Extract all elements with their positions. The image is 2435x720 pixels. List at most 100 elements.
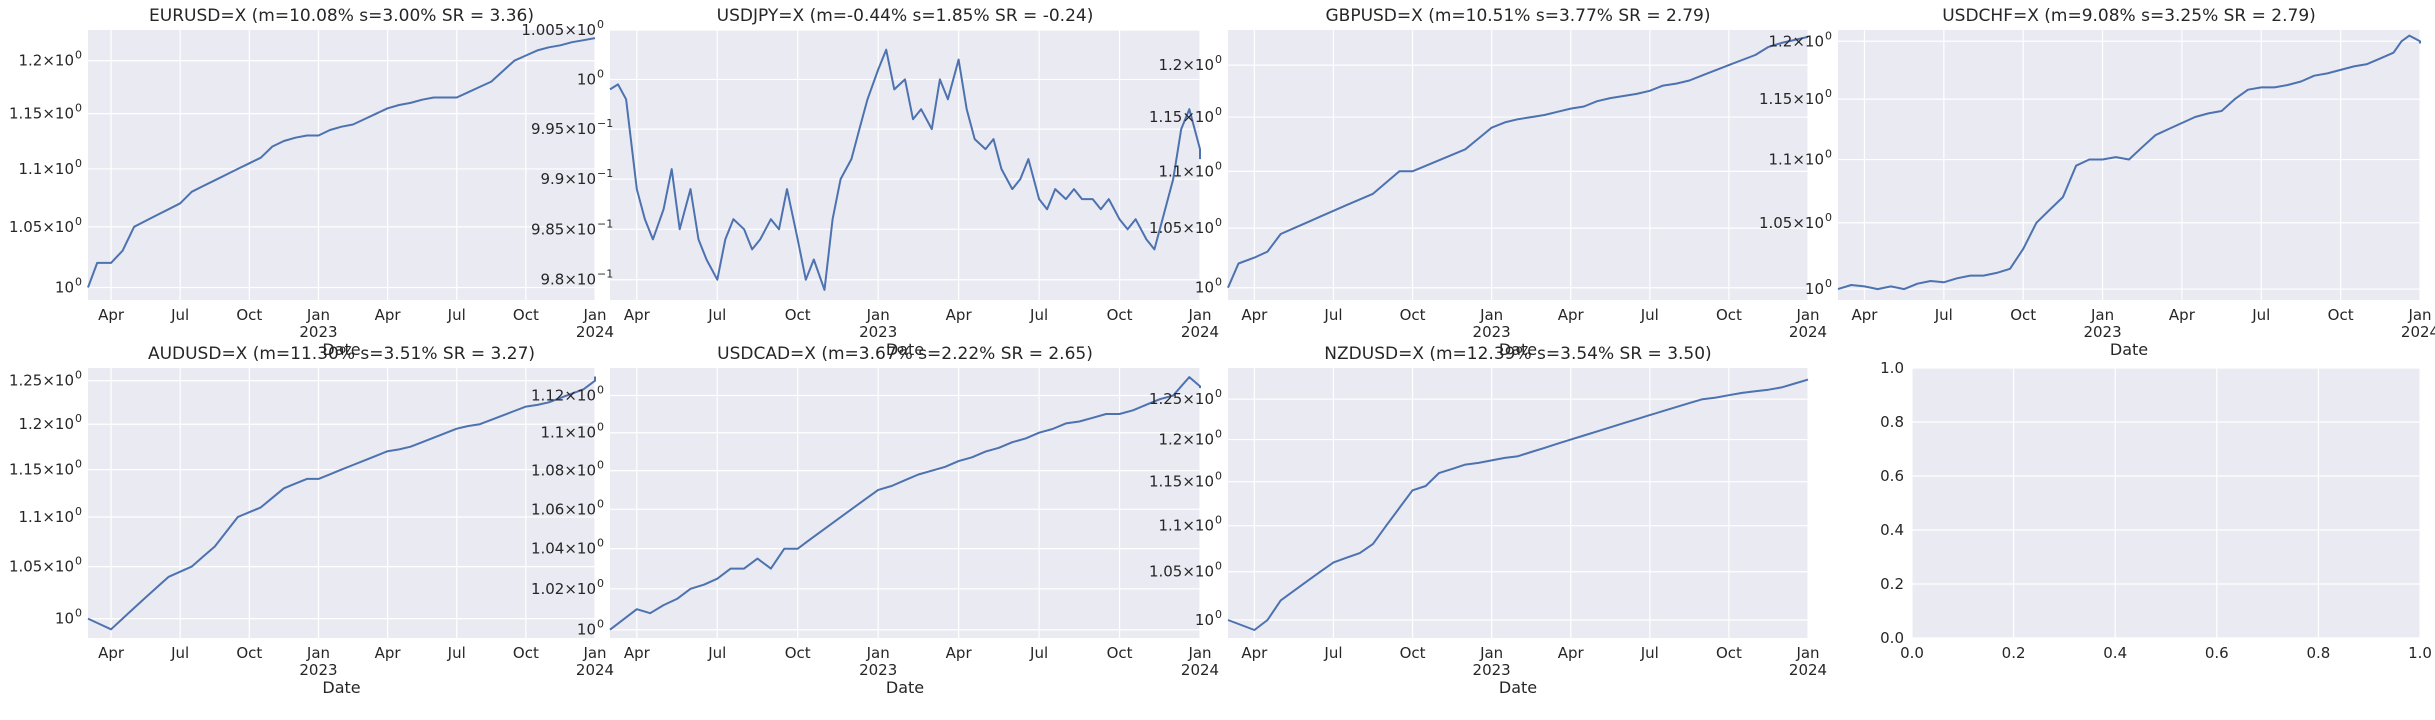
- x-tick-label: 0.4: [2103, 644, 2127, 662]
- plot-area: [610, 368, 1200, 638]
- y-tick-label: 10: [55, 610, 74, 628]
- y-tick-label: 1.04×10: [531, 540, 596, 558]
- y-tick-exponent: 0: [75, 412, 82, 425]
- x-tick-label: Jan: [582, 644, 606, 662]
- chart-panel-6: 10 01.02×10 01.04×10 01.06×10 01.08×10 01.1×1…: [531, 344, 1219, 697]
- x-tick-label: Jan: [866, 644, 890, 662]
- x-tick-label: Jan: [306, 306, 330, 324]
- series-line: [609, 48, 1201, 291]
- chart-panel-5: 10 01.05×10 01.1×10 01.15×10 01.2×10 01.25×10…: [9, 344, 614, 697]
- y-tick-exponent: 0: [597, 421, 604, 434]
- x-tick-label: Jan: [2407, 306, 2431, 324]
- y-tick-exponent: 0: [1215, 276, 1222, 289]
- y-tick-label: 1.15×10: [9, 105, 74, 123]
- y-tick-exponent: 0: [597, 459, 604, 472]
- x-tick-label: Apr: [98, 644, 125, 662]
- y-tick-label: 9.9×10: [540, 170, 596, 188]
- y-tick-label: 1.12×10: [531, 386, 596, 404]
- x-tick-label: Jul: [707, 644, 726, 662]
- x-axis-label: Date: [1499, 678, 1537, 697]
- y-tick-label: 9.95×10: [531, 120, 596, 138]
- series-line: [1227, 378, 1809, 631]
- y-tick-exponent: 0: [597, 537, 604, 550]
- y-tick-exponent: 0: [597, 497, 604, 510]
- y-tick-label: 1.25×10: [1149, 390, 1214, 408]
- y-tick-exponent: 0: [1215, 53, 1222, 66]
- x-tick-label: Apr: [98, 306, 125, 324]
- y-tick-label: 1.2×10: [1768, 32, 1824, 50]
- y-tick-label: 1.1×10: [540, 424, 596, 442]
- x-tick-label: 1.0: [2408, 644, 2432, 662]
- y-tick-label: 1.06×10: [531, 500, 596, 518]
- x-tick-label: Oct: [513, 644, 539, 662]
- y-tick-label: 0.0: [1880, 629, 1904, 647]
- x-tick-label: Jul: [1029, 644, 1048, 662]
- x-tick-label: Jan: [2090, 306, 2114, 324]
- plot-area: [610, 30, 1200, 300]
- y-tick-label: 1.2×10: [1158, 431, 1214, 449]
- chart-title: NZDUSD=X (m=12.39% s=3.54% SR = 3.50): [1324, 344, 1711, 364]
- x-tick-year-label: 2023: [859, 661, 897, 679]
- y-tick-label: 1.08×10: [531, 462, 596, 480]
- y-tick-label: 10: [577, 621, 596, 639]
- y-tick-exponent: 0: [597, 618, 604, 631]
- y-tick-label: 9.85×10: [531, 220, 596, 238]
- x-tick-year-label: 2023: [859, 323, 897, 341]
- y-tick-label: 0.4: [1880, 521, 1904, 539]
- y-tick-exponent: 0: [75, 275, 82, 288]
- x-tick-label: Jan: [582, 306, 606, 324]
- x-tick-label: Jul: [1029, 306, 1048, 324]
- x-tick-label: Jul: [1640, 306, 1659, 324]
- series-line: [87, 37, 596, 288]
- y-tick-exponent: 0: [75, 369, 82, 382]
- y-tick-label: 9.8×10: [540, 271, 596, 289]
- x-tick-label: Oct: [2010, 306, 2036, 324]
- y-tick-label: 10: [577, 70, 596, 88]
- x-tick-label: Oct: [513, 306, 539, 324]
- x-tick-label: Apr: [1241, 306, 1268, 324]
- series-line: [609, 376, 1201, 631]
- y-tick-exponent: 0: [1825, 277, 1832, 290]
- x-tick-year-label: 2024: [2401, 323, 2435, 341]
- x-tick-year-label: 2023: [299, 661, 337, 679]
- y-tick-label: 1.1×10: [1768, 151, 1824, 169]
- x-axis-label: Date: [886, 678, 924, 697]
- y-tick-label: 1.02×10: [531, 580, 596, 598]
- series-line: [87, 376, 596, 631]
- x-tick-year-label: 2023: [299, 323, 337, 341]
- y-tick-exponent: 0: [1215, 387, 1222, 400]
- x-tick-label: Oct: [236, 306, 262, 324]
- x-axis-label: Date: [1499, 340, 1537, 359]
- x-axis-label: Date: [886, 340, 924, 359]
- x-tick-label: Oct: [2328, 306, 2354, 324]
- x-tick-label: Oct: [1716, 306, 1742, 324]
- y-tick-exponent: 0: [1215, 560, 1222, 573]
- y-tick-label: 1.05×10: [1759, 214, 1824, 232]
- y-tick-exponent: 0: [75, 458, 82, 471]
- x-tick-label: Jul: [447, 644, 466, 662]
- x-tick-label: Apr: [375, 644, 402, 662]
- x-tick-label: Apr: [1851, 306, 1878, 324]
- y-tick-label: 1.2×10: [18, 52, 74, 70]
- chart-panel-8: 0.0 0.2 0.4 0.6 0.8 1.0 0.0 0.2 0.4 0.6 0.8 1.0: [1880, 359, 2432, 662]
- y-tick-label: 1.05×10: [1149, 219, 1214, 237]
- plot-area: [1912, 368, 2420, 638]
- x-tick-label: Jul: [1934, 306, 1953, 324]
- chart-title: AUDUSD=X (m=11.30% s=3.51% SR = 3.27): [148, 344, 535, 364]
- y-tick-label: 1.1×10: [1158, 162, 1214, 180]
- y-tick-label: 0.2: [1880, 575, 1904, 593]
- y-tick-exponent: 0: [1825, 87, 1832, 100]
- x-tick-label: 0.6: [2205, 644, 2229, 662]
- x-tick-label: Oct: [1107, 644, 1133, 662]
- y-tick-exponent: 0: [75, 102, 82, 115]
- y-tick-label: 10: [1805, 280, 1824, 298]
- y-tick-exponent: 0: [1215, 428, 1222, 441]
- y-tick-exponent: −1: [597, 268, 613, 281]
- y-tick-label: 1.15×10: [1759, 90, 1824, 108]
- chart-panel-2: 9.8×10 −19.85×10 −19.9×10 −19.95×10 −110 01.0…: [521, 6, 1219, 359]
- x-tick-year-label: 2023: [1473, 323, 1511, 341]
- x-tick-label: Oct: [1400, 306, 1426, 324]
